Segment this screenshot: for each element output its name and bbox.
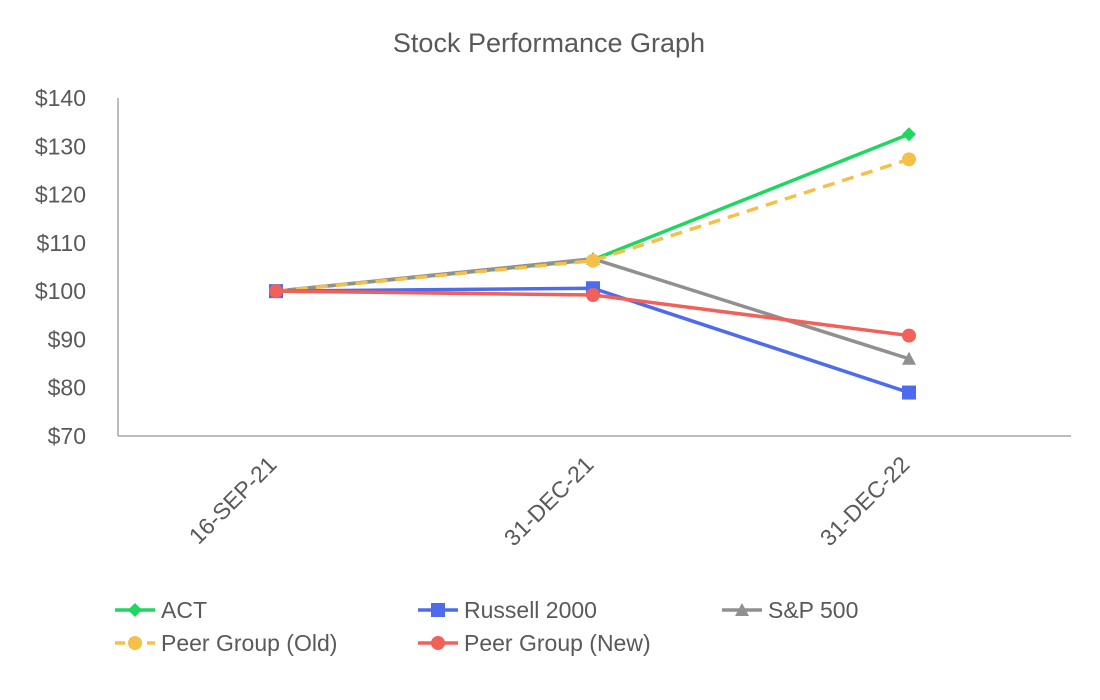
- axes: $70 $80 $90 $100 $110 $120 $130 $140 16-SEP-21 31…: [35, 85, 1071, 551]
- y-tick-label: $120: [35, 182, 86, 208]
- x-tick-label: 16-SEP-21: [184, 451, 282, 549]
- y-tick-label: $90: [48, 326, 86, 352]
- x-tick-label: 31-DEC-21: [499, 451, 599, 551]
- legend-marker: [128, 603, 142, 617]
- legend-label: Peer Group (Old): [161, 630, 337, 656]
- legend-marker: [431, 636, 445, 650]
- legend-marker: [735, 603, 749, 616]
- y-tick-label: $130: [35, 133, 86, 159]
- series-peer-group-old-: [269, 152, 916, 299]
- y-tick-label: $80: [48, 375, 86, 401]
- y-tick-label: $100: [35, 278, 86, 304]
- legend-item: ACT: [115, 597, 207, 623]
- data-point: [902, 328, 916, 343]
- series-s-p-500: [269, 251, 916, 365]
- legend-item: Russell 2000: [418, 597, 597, 623]
- legend-item: S&P 500: [722, 597, 858, 623]
- series-act: [269, 127, 916, 299]
- series-peer-group-new-: [269, 284, 916, 343]
- y-tick-label: $70: [48, 423, 86, 449]
- y-tick-label: $140: [35, 85, 86, 111]
- legend-item: Peer Group (Old): [115, 630, 337, 656]
- series-line: [275, 286, 910, 395]
- y-tick-label: $110: [37, 230, 86, 256]
- data-point: [902, 127, 916, 142]
- legend-item: Peer Group (New): [418, 630, 651, 656]
- legend: ACT Russell 2000 S&P 500 Peer Group (Old) Pe…: [115, 597, 858, 656]
- data-point: [902, 385, 916, 400]
- data-point: [902, 152, 916, 167]
- data-point: [902, 351, 916, 365]
- series-layer: [269, 127, 916, 400]
- legend-marker: [431, 603, 445, 617]
- data-point: [586, 288, 600, 303]
- chart-title: Stock Performance Graph: [393, 28, 705, 58]
- legend-label: S&P 500: [768, 597, 858, 623]
- series-line: [275, 257, 910, 361]
- x-tick-label: 31-DEC-22: [815, 451, 915, 551]
- data-point: [269, 284, 283, 299]
- legend-label: Peer Group (New): [464, 630, 651, 656]
- series-line: [275, 157, 910, 293]
- legend-marker: [128, 636, 142, 650]
- legend-label: Russell 2000: [464, 597, 597, 623]
- legend-label: ACT: [161, 597, 207, 623]
- data-point: [586, 253, 600, 268]
